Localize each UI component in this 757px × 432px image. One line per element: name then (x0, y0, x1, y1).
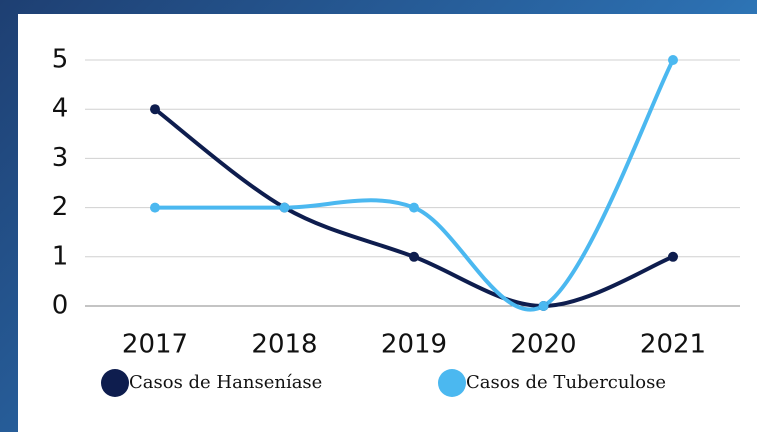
point (668, 251, 678, 262)
point (279, 202, 290, 213)
legend-swatch (438, 369, 466, 397)
series-line (154, 59, 675, 312)
point (409, 202, 419, 213)
x-tick-label: 2019 (381, 330, 447, 360)
y-tick-label: 4 (52, 94, 69, 124)
point (409, 251, 419, 262)
y-tick-label: 2 (52, 192, 69, 222)
y-tick-label: 1 (52, 241, 69, 271)
x-tick-label: 2017 (122, 330, 188, 360)
legend-label: Casos de Hanseníase (129, 372, 322, 393)
x-tick-label: 2020 (510, 330, 576, 360)
y-tick-label: 3 (52, 143, 69, 173)
point (150, 104, 160, 115)
y-tick-label: 5 (52, 45, 69, 75)
panel (18, 14, 757, 432)
y-tick-label: 0 (52, 291, 69, 321)
point (668, 55, 678, 65)
point (538, 301, 549, 311)
x-tick-label: 2021 (640, 330, 706, 360)
legend-label: Casos de Tuberculose (466, 372, 666, 393)
x-tick-label: 2018 (251, 330, 317, 360)
point (150, 202, 160, 213)
legend-swatch (101, 369, 129, 397)
